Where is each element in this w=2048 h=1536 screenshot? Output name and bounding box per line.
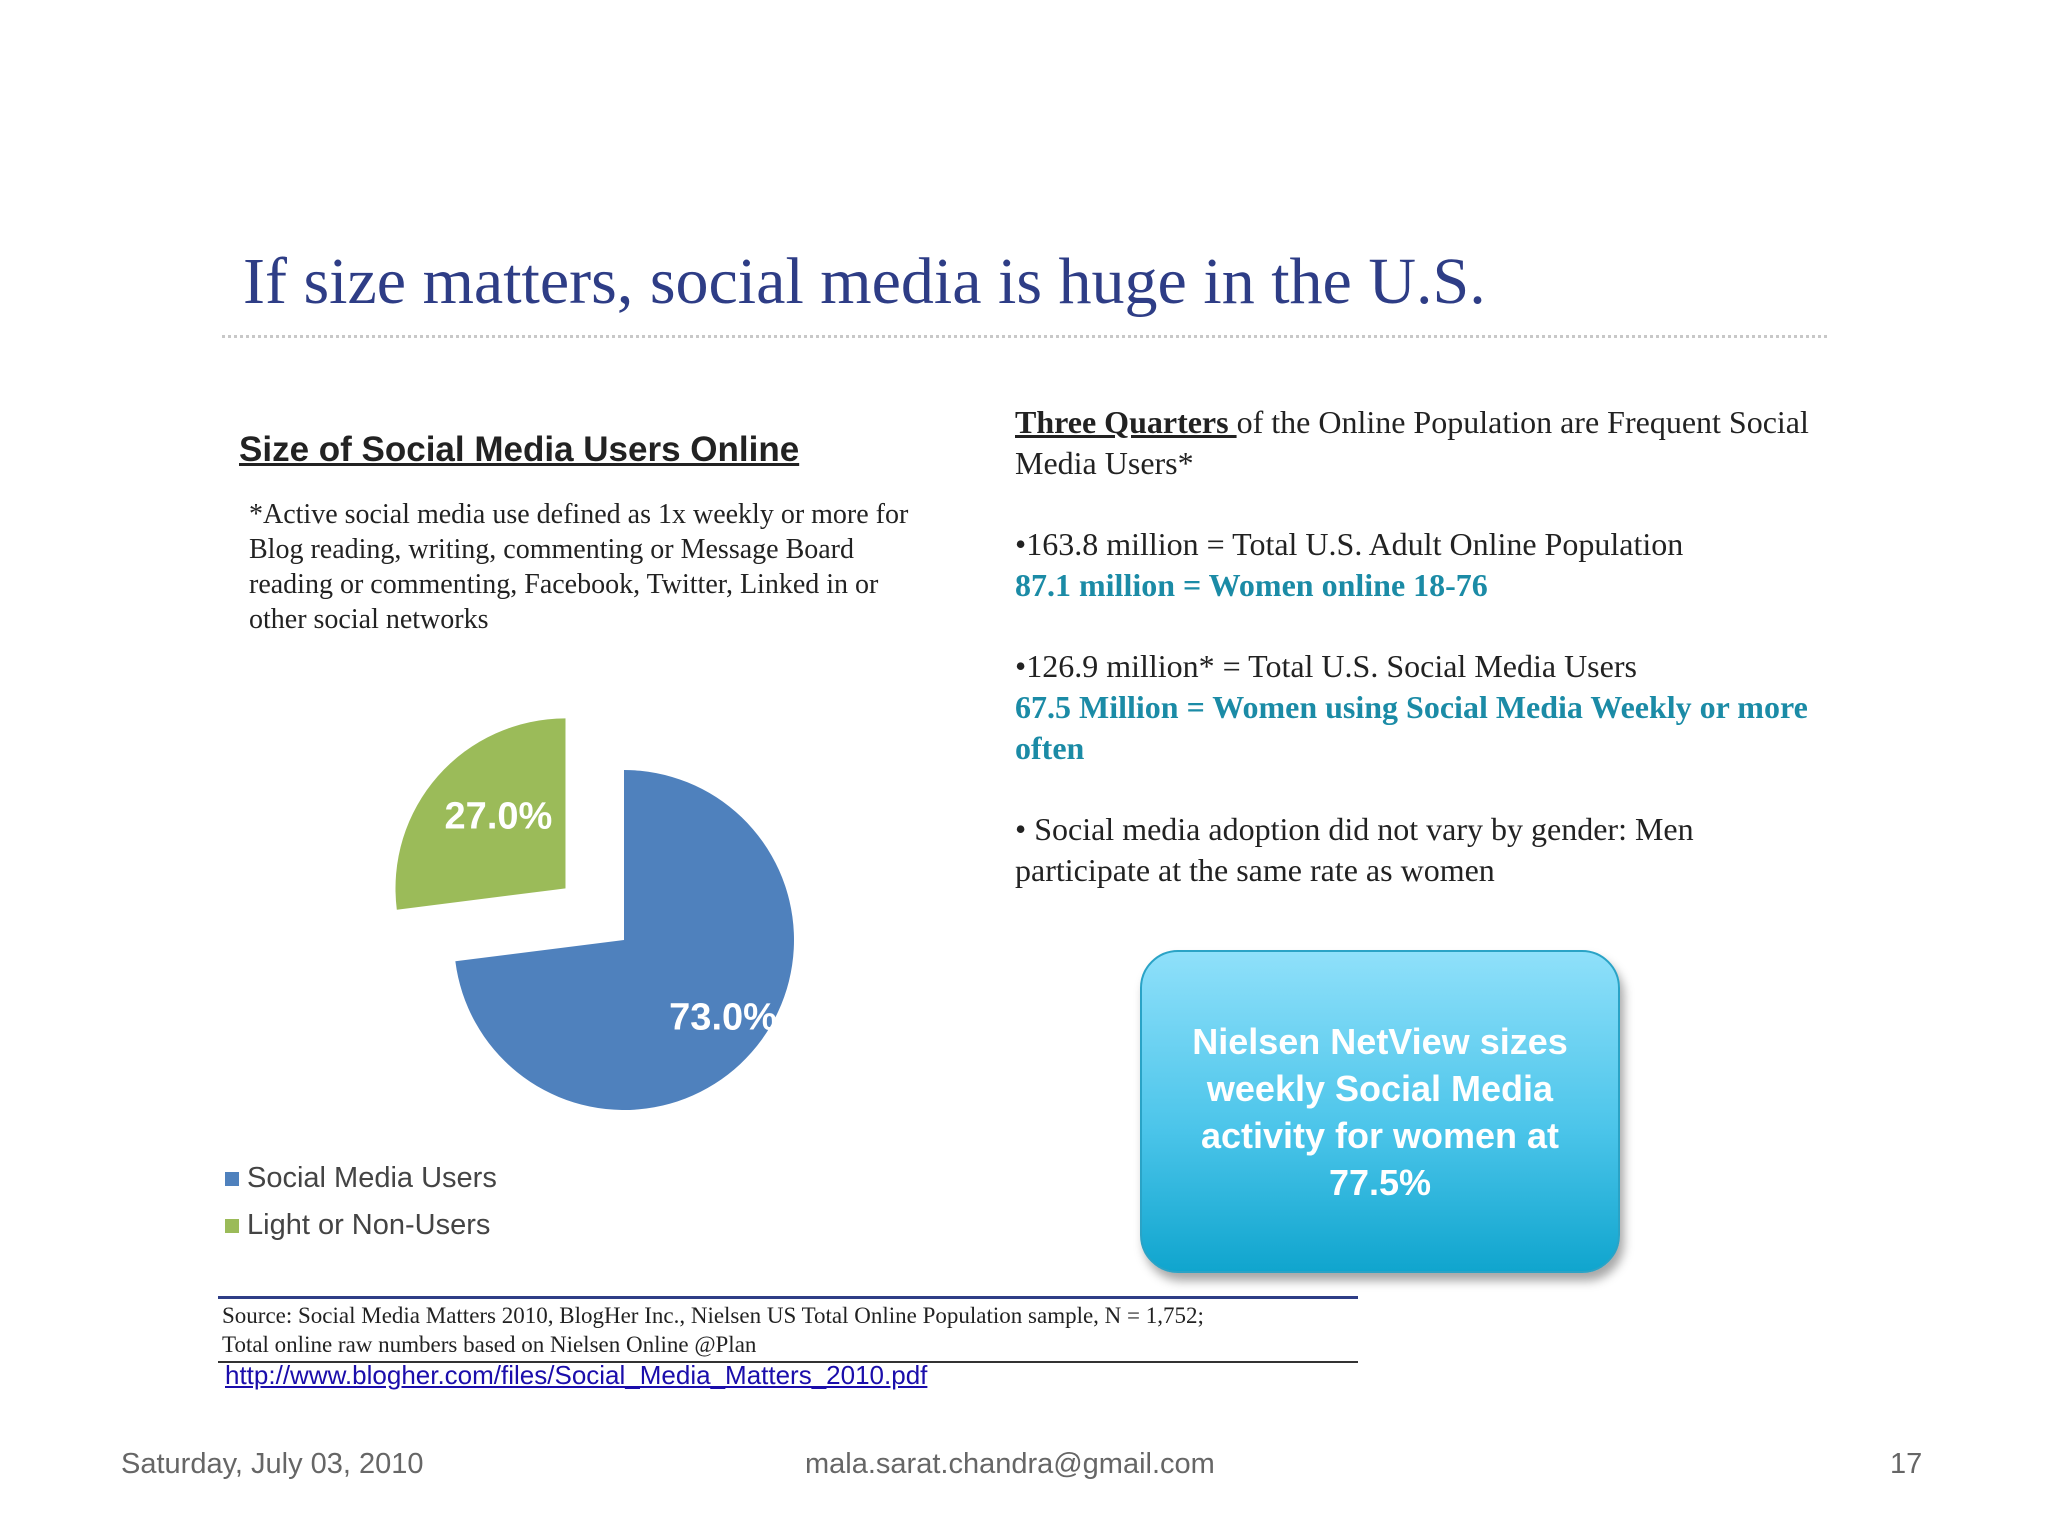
- stat-gender-note: • Social media adoption did not vary by …: [1015, 811, 1694, 888]
- callout-text: Nielsen NetView sizes weekly Social Medi…: [1192, 1020, 1568, 1203]
- pie-slice-social-media-users: [455, 770, 794, 1110]
- chart-title: Size of Social Media Users Online: [239, 430, 800, 469]
- stats-panel: Three Quarters of the Online Population …: [1015, 402, 1835, 931]
- legend-swatch-social-media-users: [225, 1171, 239, 1186]
- source-link[interactable]: http://www.blogher.com/files/Social_Medi…: [225, 1360, 928, 1390]
- stat-block-online-population: •163.8 million = Total U.S. Adult Online…: [1015, 524, 1835, 606]
- legend-item-social-media-users: Social Media Users: [225, 1155, 497, 1202]
- legend-swatch-light-or-non-users: [225, 1218, 239, 1233]
- legend-label: Light or Non-Users: [247, 1209, 491, 1241]
- stats-heading-emphasis: Three Quarters: [1015, 404, 1237, 440]
- pie-label-social-media-users: 73.0%: [669, 997, 777, 1039]
- stat-social-media-users: •126.9 million* = Total U.S. Social Medi…: [1015, 648, 1637, 684]
- pie-chart: 73.0% 27.0%: [395, 718, 794, 1110]
- pie-slice-light-or-non-users: [395, 718, 566, 910]
- page-number: 17: [1890, 1448, 1923, 1480]
- footer-date: Saturday, July 03, 2010: [121, 1448, 424, 1480]
- stat-online-population: •163.8 million = Total U.S. Adult Online…: [1015, 526, 1684, 562]
- stat-women-online: 87.1 million = Women online 18-76: [1015, 567, 1488, 603]
- pie-label-light-or-non-users: 27.0%: [445, 796, 553, 838]
- chart-legend: Social Media Users Light or Non-Users: [225, 1155, 497, 1249]
- slide-title: If size matters, social media is huge in…: [243, 245, 1486, 318]
- stats-heading: Three Quarters of the Online Population …: [1015, 402, 1835, 484]
- title-divider: [222, 335, 1827, 338]
- stat-block-social-users: •126.9 million* = Total U.S. Social Medi…: [1015, 646, 1835, 769]
- source-line-2: Total online raw numbers based on Nielse…: [222, 1332, 757, 1357]
- source-line-1: Source: Social Media Matters 2010, BlogH…: [222, 1303, 1204, 1328]
- footer-email: mala.sarat.chandra@gmail.com: [805, 1448, 1215, 1480]
- source-citation: Source: Social Media Matters 2010, BlogH…: [218, 1296, 1358, 1363]
- stats-heading-rest: of the Online Population are Frequent So…: [1015, 404, 1809, 481]
- stat-women-social-media: 67.5 Million = Women using Social Media …: [1015, 689, 1808, 766]
- definition-note: *Active social media use defined as 1x w…: [249, 499, 909, 635]
- nielsen-callout: Nielsen NetView sizes weekly Social Medi…: [1140, 950, 1620, 1273]
- legend-label: Social Media Users: [247, 1162, 497, 1194]
- legend-item-light-or-non-users: Light or Non-Users: [225, 1202, 497, 1249]
